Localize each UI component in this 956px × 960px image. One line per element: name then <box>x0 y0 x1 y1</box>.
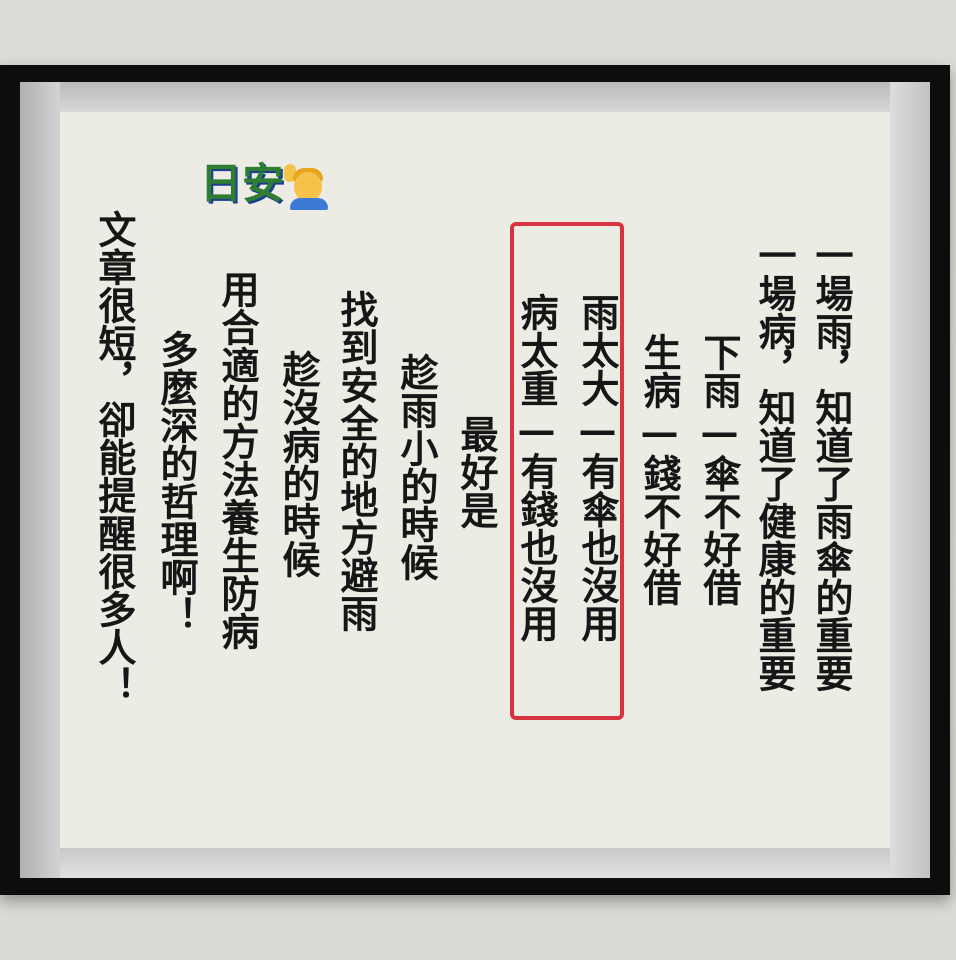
poem-line-10: 趁沒病的時候 <box>276 350 321 578</box>
mat-bevel-right <box>890 82 930 878</box>
mat-bevel-bottom <box>20 848 930 878</box>
mat-bevel-left <box>20 82 60 878</box>
poem-line-3: 下雨—傘不好借 <box>697 333 742 606</box>
greeting-label: 日安 <box>200 150 330 211</box>
poem-line-7: 最好是 <box>454 415 499 529</box>
picture-frame <box>0 65 950 895</box>
poem-line-2: 一場病，知道了健康的重要 <box>752 236 797 692</box>
poem-line-9: 找到安全的地方避雨 <box>334 290 379 632</box>
poem-line-13: 文章很短，卻能提醒很多人！ <box>92 210 137 704</box>
poem-line-6: 病太重—有錢也沒用 <box>514 293 559 642</box>
poem-paper <box>60 112 890 848</box>
person-raising-hand-icon <box>284 163 330 210</box>
greeting-text: 日安 <box>200 159 285 208</box>
poem-line-12: 多麼深的哲理啊！ <box>154 330 199 634</box>
frame-mat <box>20 82 930 878</box>
mat-bevel-top <box>20 82 930 112</box>
poem-line-8: 趁雨小的時候 <box>394 353 439 581</box>
poem-line-5: 雨太大—有傘也沒用 <box>575 293 620 642</box>
poem-line-4: 生病—錢不好借 <box>637 333 682 606</box>
poem-line-1: 一場雨，知道了雨傘的重要 <box>809 236 854 692</box>
poem-line-11: 用合適的方法養生防病 <box>215 270 260 650</box>
highlight-box <box>510 222 624 720</box>
